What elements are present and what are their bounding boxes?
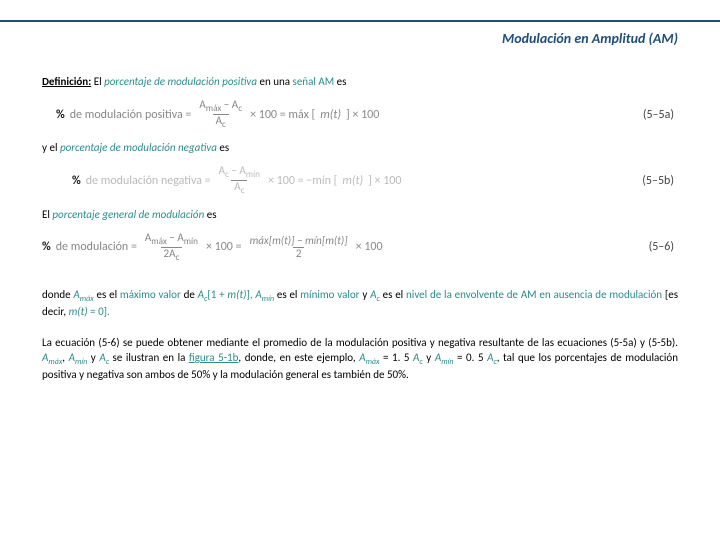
- mt: m(t): [320, 108, 341, 122]
- percent-sign: %: [42, 240, 51, 254]
- eq-body: % de modulación = Amáx − Amín 2Ac × 100 …: [42, 232, 649, 264]
- t: de: [181, 288, 198, 301]
- term-am-signal: señal AM: [293, 75, 335, 88]
- t: es el: [274, 288, 300, 301]
- eq-lhs: de modulación =: [56, 240, 137, 254]
- eq-mid: × 100 = máx [: [250, 108, 315, 122]
- Ac: Ac: [198, 288, 208, 301]
- numerator: Ac − Amín: [216, 165, 263, 180]
- t: es: [204, 208, 216, 221]
- Amax: Amáx: [73, 288, 93, 301]
- sub: mín: [75, 357, 87, 367]
- Amin2: Amín: [435, 351, 454, 364]
- header-rule: [0, 20, 720, 22]
- t: La ecuación (5-6) se puede obtener media…: [42, 336, 678, 349]
- sub: máx: [48, 357, 62, 367]
- eq-lhs: de modulación negativa =: [86, 174, 211, 188]
- em: nivel de la envolvente de AM en ausencia…: [406, 288, 662, 301]
- content-area: Definición: El porcentaje de modulación …: [42, 75, 678, 391]
- figure-link[interactable]: figura 5-1b: [189, 351, 239, 364]
- equation-5-5a: % de modulación positiva = Amáx − Ac Ac …: [56, 99, 678, 131]
- sub: máx: [80, 294, 94, 304]
- sub: mín: [441, 357, 453, 367]
- page-title: Modulación en Amplitud (AM): [502, 30, 678, 47]
- sub: máx: [366, 357, 380, 367]
- t: en una: [257, 75, 293, 88]
- fraction: Ac − Amín Ac: [216, 165, 263, 197]
- definition-line: Definición: El porcentaje de modulación …: [42, 75, 678, 90]
- where-paragraph: donde Amáx es el máximo valor de Ac[1 + …: [42, 288, 678, 320]
- t: se ilustran en la: [109, 351, 189, 364]
- mt: m(t): [227, 288, 246, 301]
- line-general: El porcentaje general de modulación es: [42, 208, 678, 223]
- def-label: Definición:: [42, 75, 91, 88]
- eq-tail: ] × 100: [368, 174, 401, 188]
- t: = 1. 5: [379, 351, 413, 364]
- t: El: [42, 208, 52, 221]
- term-neg-mod: porcentaje de modulación negativa: [60, 141, 217, 154]
- Ac3: Ac: [487, 351, 497, 364]
- t: [1 +: [207, 288, 227, 301]
- term-gen-mod: porcentaje general de modulación: [52, 208, 204, 221]
- equation-5-5b: % de modulación negativa = Ac − Amín Ac …: [72, 165, 678, 197]
- Ac2: Ac: [413, 351, 423, 364]
- mt2: m(t): [69, 305, 88, 318]
- denominator: Ac: [213, 114, 229, 130]
- t: y el: [42, 141, 60, 154]
- numerator: Amáx − Ac: [196, 99, 245, 114]
- t: , donde, en este ejemplo,: [238, 351, 359, 364]
- Amax: Amáx: [42, 351, 62, 364]
- equation-5-6: % de modulación = Amáx − Amín 2Ac × 100 …: [42, 232, 678, 264]
- term-pos-mod: porcentaje de modulación positiva: [104, 75, 257, 88]
- t: donde: [42, 288, 73, 301]
- em: mínimo valor: [300, 288, 359, 301]
- denominator: 2: [293, 247, 305, 260]
- eq-tail: ] × 100: [346, 108, 379, 122]
- t: es el: [94, 288, 120, 301]
- t: es: [334, 75, 346, 88]
- t: = 0].: [88, 305, 110, 318]
- eq-ref: (5–5a): [643, 108, 678, 122]
- numerator: máx[m(t)] − mín[m(t)]: [247, 235, 351, 247]
- Amin: Amín: [255, 288, 274, 301]
- eq-tail: × 100: [356, 240, 383, 254]
- eq-mid: × 100 = −mín [: [268, 174, 337, 188]
- t: y: [423, 351, 435, 364]
- numerator: Amáx − Amín: [142, 232, 201, 247]
- eq-body: % de modulación negativa = Ac − Amín Ac …: [72, 165, 642, 197]
- Ac: Ac: [99, 351, 109, 364]
- sub: mín: [262, 294, 274, 304]
- eq-body: % de modulación positiva = Amáx − Ac Ac …: [56, 99, 643, 131]
- t: El: [91, 75, 104, 88]
- t: es el: [380, 288, 406, 301]
- denominator: 2Ac: [161, 247, 183, 263]
- percent-sign: %: [72, 174, 81, 188]
- final-paragraph: La ecuación (5-6) se puede obtener media…: [42, 336, 678, 383]
- percent-sign: %: [56, 108, 65, 122]
- Amin: Amín: [69, 351, 88, 364]
- fraction: Amáx − Amín 2Ac: [142, 232, 201, 264]
- eq-ref: (5–6): [649, 240, 678, 254]
- fraction-2: máx[m(t)] − mín[m(t)] 2: [247, 235, 351, 260]
- em: máximo valor: [120, 288, 181, 301]
- t: y: [87, 351, 99, 364]
- denominator: Ac: [231, 180, 247, 196]
- Amax2: Amáx: [359, 351, 379, 364]
- eq-mid: × 100 =: [206, 240, 242, 254]
- eq-ref: (5–5b): [642, 174, 678, 188]
- mt: m(t): [342, 174, 363, 188]
- eq-lhs: de modulación positiva =: [70, 108, 192, 122]
- t: = 0. 5: [453, 351, 487, 364]
- t: y: [360, 288, 371, 301]
- fraction: Amáx − Ac Ac: [196, 99, 245, 131]
- Ac2: Ac: [370, 288, 380, 301]
- t: es: [217, 141, 229, 154]
- line-negative: y el porcentaje de modulación negativa e…: [42, 141, 678, 156]
